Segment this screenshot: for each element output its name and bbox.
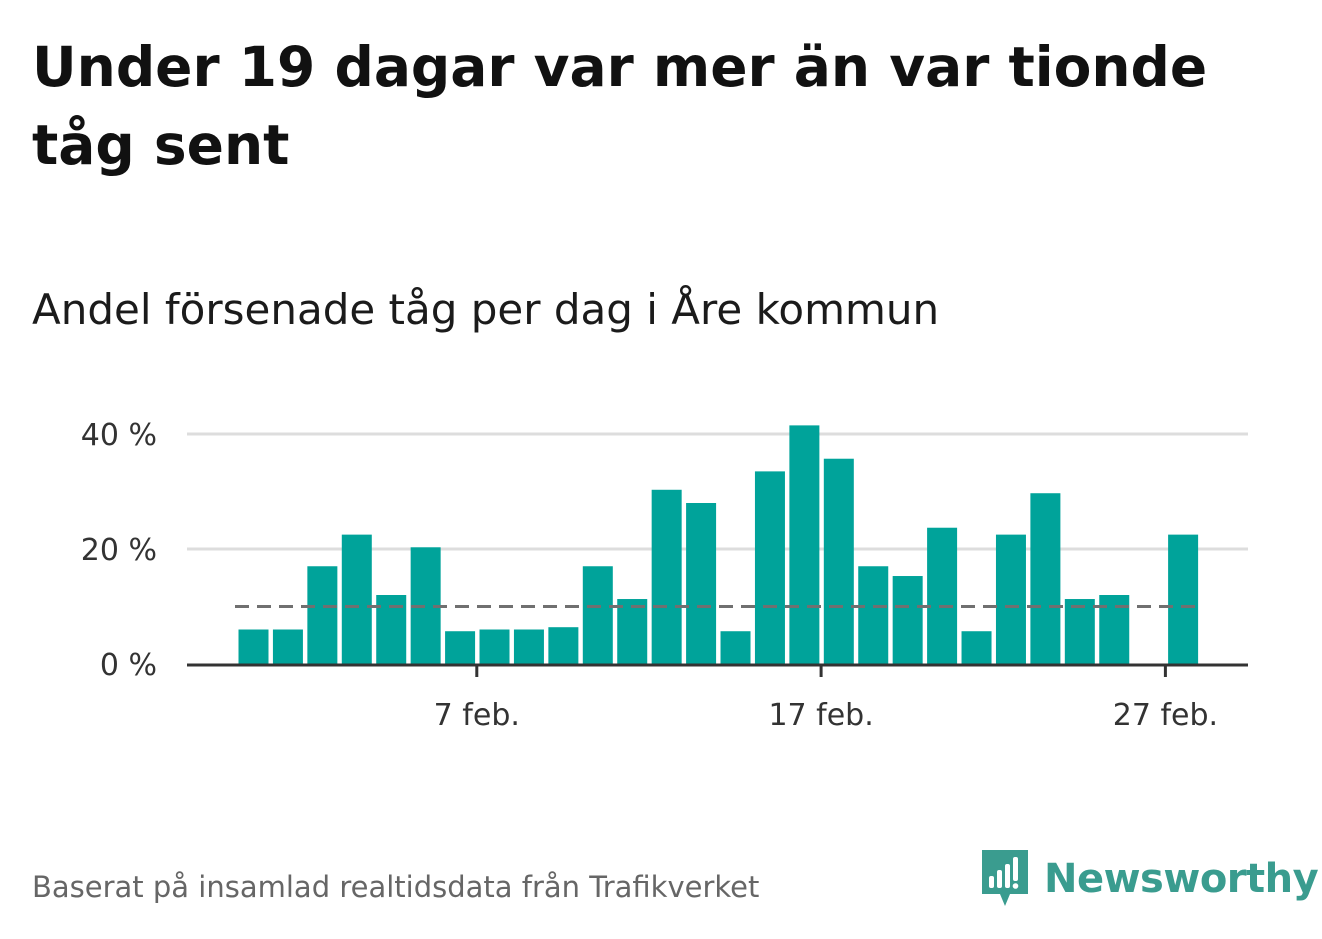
y-tick-label: 40 % [81, 418, 157, 453]
bars [238, 425, 1199, 664]
bar [513, 629, 544, 664]
source-note: Baserat på insamlad realtidsdata från Tr… [32, 870, 760, 904]
bar [858, 566, 889, 664]
bar [1064, 599, 1095, 664]
bar [789, 425, 820, 664]
bar [720, 631, 751, 664]
bar [617, 599, 648, 664]
x-tick-label: 17 feb. [768, 698, 873, 733]
newsworthy-logo-icon [982, 850, 1028, 906]
bar [548, 627, 579, 664]
gridlines [187, 432, 1248, 551]
bar [341, 534, 372, 664]
bar [445, 631, 476, 664]
bar [272, 629, 303, 664]
brand-logo: Newsworthy [980, 848, 1319, 910]
bar [238, 629, 269, 664]
bar [892, 576, 923, 664]
chart-subtitle: Andel försenade tåg per dag i Åre kommun [32, 285, 940, 334]
chart-title: Under 19 dagar var mer än var tionde tåg… [32, 35, 1208, 177]
bar [651, 489, 682, 664]
bar [754, 471, 785, 664]
bar [961, 631, 992, 664]
bar [582, 566, 613, 664]
bar [307, 566, 338, 664]
axes: 0 % 20 % 40 % 7 feb. 17 feb. 27 feb. [81, 418, 1248, 733]
x-tick-label: 27 feb. [1113, 698, 1218, 733]
bar [995, 534, 1026, 664]
bar [823, 458, 854, 664]
bar [686, 503, 717, 664]
bar [1030, 493, 1061, 664]
bar-chart: 0 % 20 % 40 % 7 feb. 17 feb. 27 feb. [81, 418, 1248, 733]
brand-name: Newsworthy [1044, 856, 1319, 902]
x-tick-label: 7 feb. [434, 698, 520, 733]
bar [927, 527, 958, 664]
y-tick-label: 0 % [100, 648, 157, 683]
bar [479, 629, 510, 664]
y-tick-label: 20 % [81, 533, 157, 568]
bar [1168, 534, 1199, 664]
